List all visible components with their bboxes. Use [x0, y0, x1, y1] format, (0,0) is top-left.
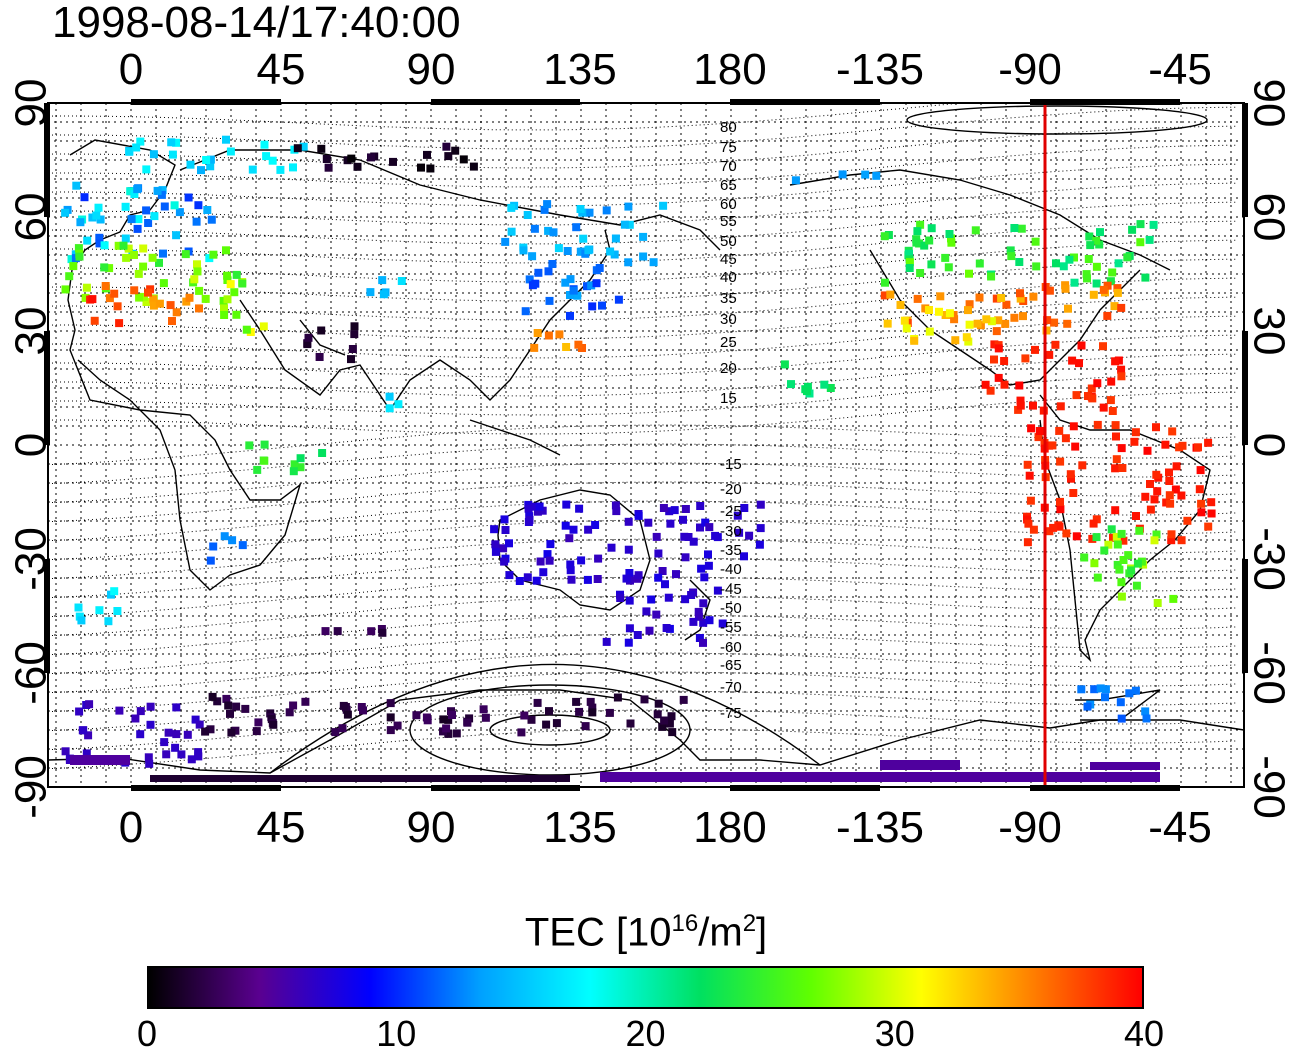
contour-label: 65 [720, 177, 737, 194]
contour-label: -15 [720, 456, 742, 473]
contour-label: -70 [720, 679, 742, 696]
contour-label: 40 [720, 269, 737, 286]
contour-label: -20 [720, 481, 742, 498]
lon-tick-label-bottom: 180 [693, 803, 766, 852]
contour-label: 15 [720, 390, 737, 407]
lon-tick-label-top: -45 [1148, 45, 1212, 94]
contour-label: 25 [720, 334, 737, 351]
tec-colorbar [147, 966, 1144, 1009]
contour-label: -40 [720, 561, 742, 578]
lon-tick-label-bottom: -90 [998, 803, 1062, 852]
lon-tick-label-bottom: -45 [1148, 803, 1212, 852]
contour-label: -25 [720, 503, 742, 520]
contour-label: 70 [720, 158, 737, 175]
lon-tick-label-bottom: 90 [407, 803, 456, 852]
lon-tick-label-top: -90 [998, 45, 1062, 94]
lat-tick-label-right: 90 [1244, 79, 1292, 128]
contour-label: -55 [720, 619, 742, 636]
colorbar-tick-label: 10 [376, 1013, 417, 1054]
contour-label: -50 [720, 600, 742, 617]
lon-tick-label-bottom: -135 [836, 803, 924, 852]
colorbar-tick-label: 0 [136, 1013, 158, 1054]
contour-label: 80 [720, 119, 737, 136]
lon-tick-label-top: -135 [836, 45, 924, 94]
contour-label: 30 [720, 311, 737, 328]
contour-label: -30 [720, 523, 742, 540]
contour-label: -75 [720, 705, 742, 722]
axis-tick-marks [44, 99, 1248, 791]
lon-tick-label-bottom: 0 [119, 803, 143, 852]
lat-tick-label-right: -90 [1244, 755, 1292, 819]
lat-tick-label-right: -60 [1244, 641, 1292, 705]
contour-label: -65 [720, 657, 742, 674]
contour-label: 60 [720, 196, 737, 213]
colorbar-tick-label: 30 [874, 1013, 915, 1054]
lon-tick-label-top: 0 [119, 45, 143, 94]
contour-label: 20 [720, 360, 737, 377]
contour-label: 35 [720, 290, 737, 307]
timestamp-title: 1998-08-14/17:40:00 [52, 0, 461, 47]
tec-observations [61, 135, 1216, 782]
colorbar-tick-label: 20 [625, 1013, 666, 1054]
contour-label: -60 [720, 639, 742, 656]
colorbar-title: TEC [1016/m2] [524, 910, 768, 955]
contour-label: -45 [720, 581, 742, 598]
lon-tick-label-top: 180 [693, 45, 766, 94]
axis-labels: 0045459090135135180180-135-135-90-90-45-… [7, 45, 1292, 852]
contour-label: 75 [720, 139, 737, 156]
lon-tick-label-bottom: 135 [543, 803, 616, 852]
contour-label: -35 [720, 542, 742, 559]
lat-tick-label-right: -30 [1244, 527, 1292, 591]
tec-map: 8075706560555045403530252015-15-20-25-30… [7, 45, 1292, 852]
lat-tick-label-right: 30 [1244, 307, 1292, 356]
colorbar-tick-label: 40 [1123, 1013, 1165, 1054]
contour-label: 45 [720, 251, 737, 268]
lat-tick-label-right: 0 [1244, 433, 1292, 457]
map-frame [47, 102, 1245, 788]
lon-tick-label-bottom: 45 [257, 803, 306, 852]
contour-label: 50 [720, 233, 737, 250]
lat-tick-label-left: -90 [7, 755, 56, 819]
lon-tick-label-top: 45 [257, 45, 306, 94]
lon-tick-label-top: 135 [543, 45, 616, 94]
contour-label: 55 [720, 213, 737, 230]
lon-tick-label-top: 90 [407, 45, 456, 94]
lat-tick-label-right: 60 [1244, 193, 1292, 242]
